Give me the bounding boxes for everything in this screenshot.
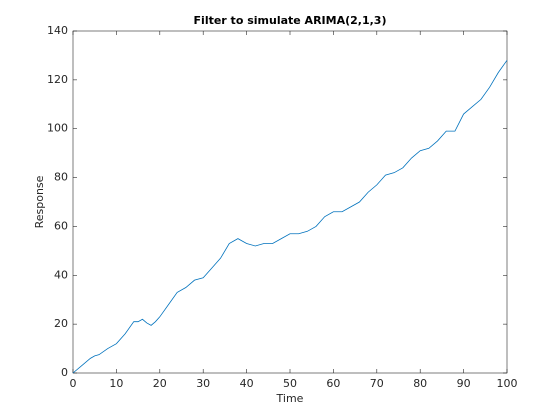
y-tick-label: 40 (54, 268, 68, 281)
y-tick-label: 120 (47, 73, 68, 86)
x-tick-label: 20 (153, 377, 167, 390)
chart-title: Filter to simulate ARIMA(2,1,3) (194, 14, 387, 27)
y-tick-label: 140 (47, 24, 68, 37)
x-axis-label: Time (276, 392, 304, 405)
x-tick-label: 30 (196, 377, 210, 390)
y-axis-label: Response (33, 175, 46, 228)
x-tick-label: 100 (497, 377, 518, 390)
x-tick-label: 50 (283, 377, 297, 390)
x-tick-label: 10 (109, 377, 123, 390)
y-tick-label: 80 (54, 171, 68, 184)
x-tick-label: 90 (457, 377, 471, 390)
y-tick-label: 60 (54, 219, 68, 232)
x-tick-label: 80 (413, 377, 427, 390)
y-tick-label: 0 (61, 366, 68, 379)
x-tick-label: 0 (70, 377, 77, 390)
x-tick-label: 60 (326, 377, 340, 390)
x-tick-label: 40 (240, 377, 254, 390)
line (72, 60, 508, 374)
y-tick-label: 20 (54, 317, 68, 330)
y-tick-label: 100 (47, 122, 68, 135)
x-tick-label: 70 (370, 377, 384, 390)
axes-box (72, 30, 508, 374)
